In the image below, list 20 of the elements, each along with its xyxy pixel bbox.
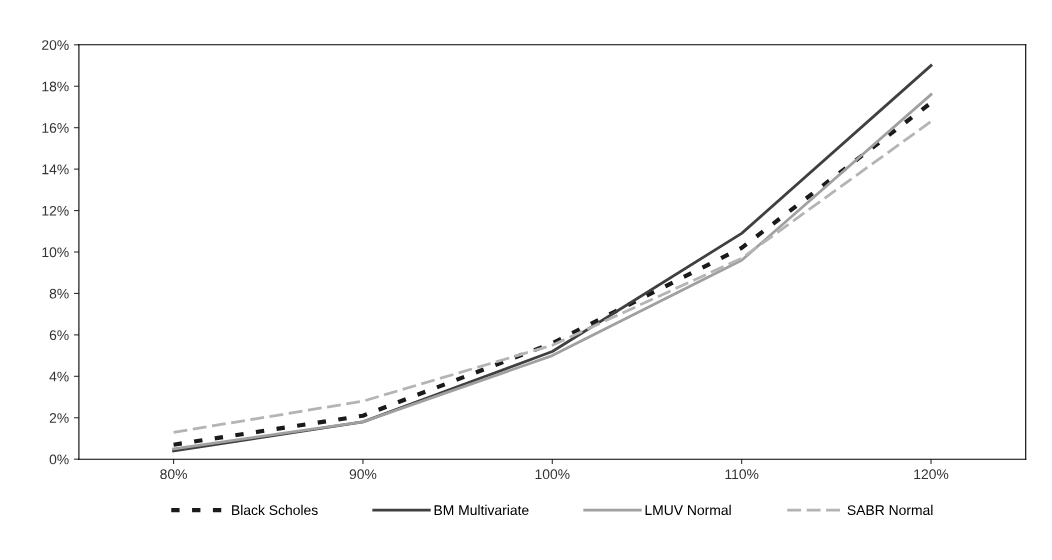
y-tick-label: 12% bbox=[42, 205, 69, 216]
x-tick-label: 80% bbox=[160, 469, 187, 480]
x-tick-label: 120% bbox=[914, 469, 949, 480]
y-tick-label: 20% bbox=[42, 40, 69, 50]
y-tick-label: 0% bbox=[49, 454, 69, 465]
y-tick-label: 8% bbox=[49, 288, 69, 299]
x-tick-label: 100% bbox=[535, 469, 570, 480]
legend-label: LMUV Normal bbox=[645, 504, 731, 516]
x-tick-label: 110% bbox=[725, 469, 759, 480]
y-tick-label: 14% bbox=[42, 164, 69, 175]
x-tick-label: 90% bbox=[349, 469, 377, 480]
y-tick-label: 10% bbox=[42, 247, 69, 258]
legend-label: SABR Normal bbox=[847, 504, 933, 516]
y-tick-label: 2% bbox=[49, 413, 69, 423]
y-tick-label: 4% bbox=[49, 371, 69, 382]
y-tick-label: 16% bbox=[42, 123, 69, 133]
legend-label: BM Multivariate bbox=[434, 504, 529, 516]
y-tick-label: 18% bbox=[42, 81, 69, 92]
y-tick-label: 6% bbox=[49, 330, 69, 341]
legend-label: Black Scholes bbox=[232, 504, 318, 516]
